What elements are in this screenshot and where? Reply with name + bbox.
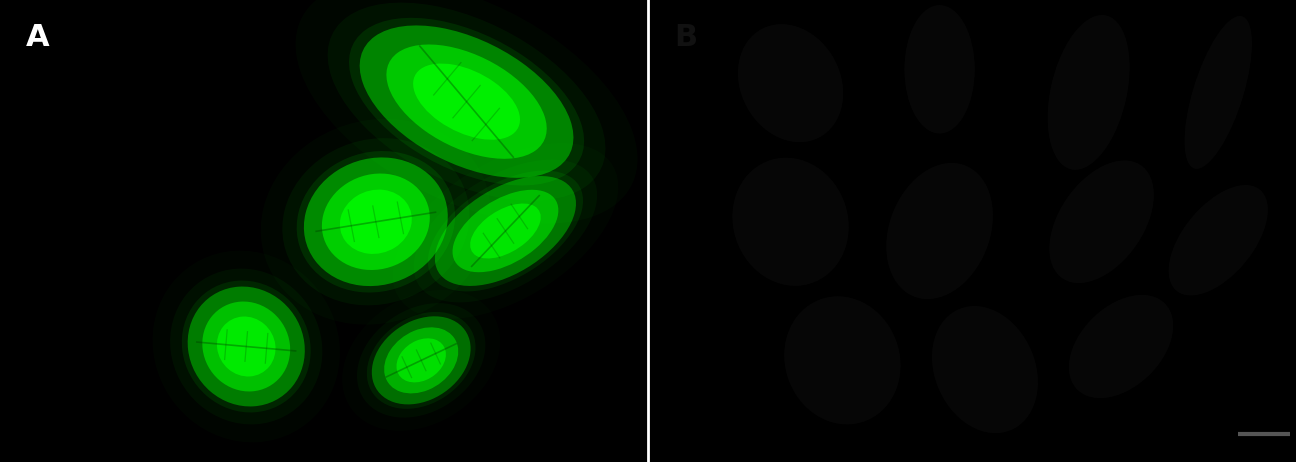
Ellipse shape: [397, 338, 446, 383]
Ellipse shape: [470, 204, 540, 258]
Ellipse shape: [732, 157, 849, 286]
Ellipse shape: [384, 327, 459, 394]
Text: B: B: [674, 23, 697, 52]
Ellipse shape: [202, 302, 290, 391]
Ellipse shape: [932, 305, 1038, 434]
Ellipse shape: [340, 189, 412, 254]
Ellipse shape: [386, 44, 547, 159]
Ellipse shape: [737, 24, 844, 143]
Ellipse shape: [428, 170, 583, 292]
Ellipse shape: [435, 176, 575, 286]
Ellipse shape: [372, 316, 470, 404]
Ellipse shape: [367, 312, 476, 409]
Ellipse shape: [1048, 160, 1155, 284]
Ellipse shape: [784, 296, 901, 425]
Ellipse shape: [297, 151, 455, 292]
Ellipse shape: [1068, 294, 1174, 399]
Ellipse shape: [188, 286, 305, 407]
Text: A: A: [26, 23, 49, 52]
Ellipse shape: [1168, 184, 1269, 296]
Ellipse shape: [452, 190, 559, 272]
Ellipse shape: [1185, 16, 1252, 169]
Ellipse shape: [303, 158, 448, 286]
Ellipse shape: [328, 3, 605, 201]
Ellipse shape: [181, 280, 311, 413]
Ellipse shape: [349, 18, 584, 185]
Ellipse shape: [321, 174, 430, 270]
Ellipse shape: [905, 5, 975, 134]
Ellipse shape: [360, 25, 573, 178]
Ellipse shape: [283, 138, 469, 305]
Ellipse shape: [216, 316, 276, 377]
Ellipse shape: [886, 163, 993, 299]
Ellipse shape: [1047, 14, 1130, 170]
Ellipse shape: [413, 64, 520, 140]
